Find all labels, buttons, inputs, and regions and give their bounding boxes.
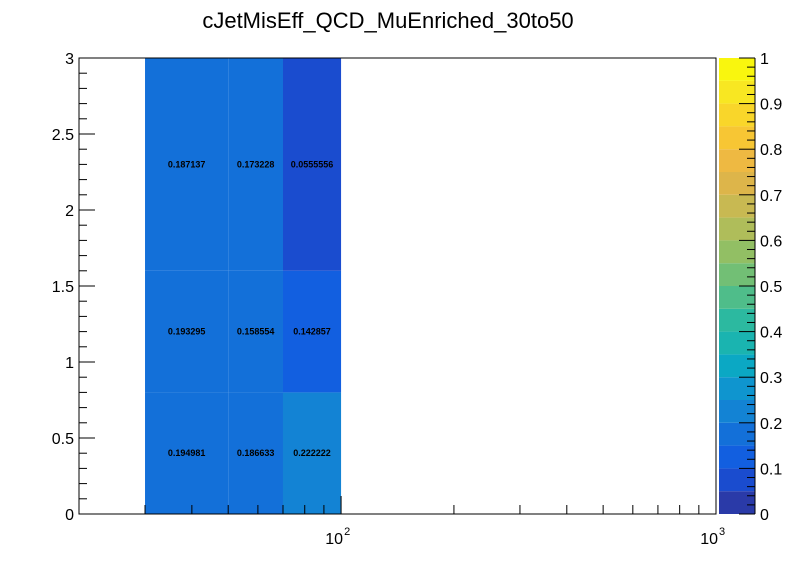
colorbar-segment <box>719 263 755 286</box>
colorbar-tick-label: 0 <box>760 507 769 524</box>
y-axis: 0 0.5 1 1.5 2 2.5 3 <box>52 51 95 524</box>
heatmap-cell <box>282 392 342 514</box>
cell-value-labels: 0.194981 0.186633 0.222222 0.193295 0.158554… <box>168 159 333 458</box>
colorbar-segment <box>719 103 755 127</box>
colorbar-tick-label: 0.3 <box>760 370 782 387</box>
heatmap-cell <box>228 270 283 393</box>
x-axis: 10 2 10 3 <box>78 496 725 548</box>
colorbar-segment <box>719 422 755 446</box>
colorbar-segment <box>719 354 755 378</box>
heatmap-cell <box>145 392 229 514</box>
y-tick-label: 3 <box>65 51 74 68</box>
colorbar-segment <box>719 286 755 309</box>
heatmap-cell <box>282 58 342 271</box>
cell-value-label: 0.158554 <box>237 327 275 337</box>
heatmap-cells <box>145 58 342 514</box>
chart-title: cJetMisEff_QCD_MuEnriched_30to50 <box>202 8 573 33</box>
cell-value-label: 0.187137 <box>168 159 206 169</box>
y-tick-label: 1 <box>65 355 74 372</box>
colorbar-segment <box>719 377 755 400</box>
colorbar-segment <box>719 331 755 355</box>
colorbar-tick-label: 0.4 <box>760 325 782 342</box>
x-tick-base: 10 <box>700 531 718 548</box>
heatmap-cell <box>145 58 229 271</box>
colorbar-tick-label: 0.1 <box>760 461 782 478</box>
cell-value-label: 0.173228 <box>237 159 275 169</box>
colorbar-tick-label: 1 <box>760 51 769 68</box>
cell-value-label: 0.186633 <box>237 448 275 458</box>
cell-value-label: 0.222222 <box>293 448 331 458</box>
y-tick-label: 0.5 <box>52 431 74 448</box>
colorbar-segment <box>719 126 755 150</box>
x-tick-exponent: 2 <box>344 526 350 538</box>
heatmap-cell <box>145 270 229 393</box>
color-bar: 0 0.1 0.2 0.3 0.4 0.5 0.6 0.7 0.8 0.9 1 <box>719 51 782 524</box>
colorbar-segment <box>719 468 755 492</box>
colorbar-tick-label: 0.9 <box>760 97 782 114</box>
y-tick-label: 1.5 <box>52 279 74 296</box>
cell-value-label: 0.142857 <box>293 327 331 337</box>
colorbar-segment <box>719 58 755 81</box>
x-tick-base: 10 <box>325 531 343 548</box>
colorbar-segment <box>719 445 755 469</box>
colorbar-segment <box>719 217 755 241</box>
colorbar-tick-label: 0.2 <box>760 416 782 433</box>
colorbar-segment <box>719 172 755 195</box>
colorbar-segment <box>719 194 755 218</box>
heatmap-cell <box>228 58 283 271</box>
y-tick-label: 2.5 <box>52 127 74 144</box>
cell-value-label: 0.193295 <box>168 327 206 337</box>
colorbar-segment <box>719 240 755 264</box>
colorbar-tick-label: 0.6 <box>760 233 782 250</box>
y-tick-label: 2 <box>65 203 74 220</box>
colorbar-segment <box>719 491 755 514</box>
y-tick-label: 0 <box>65 507 74 524</box>
colorbar-segment <box>719 308 755 332</box>
cell-value-label: 0.0555556 <box>291 159 334 169</box>
cell-value-label: 0.194981 <box>168 448 206 458</box>
colorbar-tick-label: 0.5 <box>760 279 782 296</box>
colorbar-segment <box>719 80 755 104</box>
x-tick-label: 10 3 <box>700 526 725 548</box>
x-tick-exponent: 3 <box>719 526 725 538</box>
colorbar-segment <box>719 400 755 423</box>
heatmap-cell <box>282 270 342 393</box>
heatmap-cell <box>228 392 283 514</box>
colorbar-tick-label: 0.8 <box>760 142 782 159</box>
colorbar-tick-label: 0.7 <box>760 188 782 205</box>
x-tick-label: 10 2 <box>325 526 350 548</box>
colorbar-segment <box>719 149 755 172</box>
